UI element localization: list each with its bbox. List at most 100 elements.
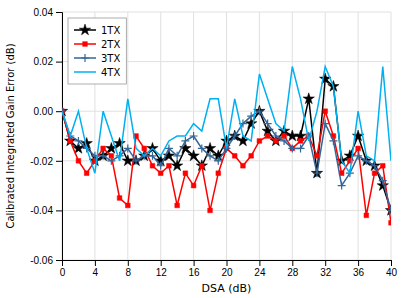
- y-axis-tick-label: 0.00: [34, 106, 54, 117]
- series-marker: [298, 139, 303, 144]
- series-marker: [175, 203, 180, 208]
- x-axis-tick-mark: [325, 260, 326, 266]
- series-marker: [107, 157, 115, 165]
- x-axis-tick-mark: [259, 260, 260, 266]
- x-axis-tick-label: 28: [287, 267, 299, 278]
- x-axis-tick: 16: [189, 260, 201, 278]
- plot-area: 0481216202428323640-0.06-0.04-0.020.000.…: [5, 7, 397, 295]
- series-line: [62, 111, 391, 223]
- x-axis-tick-label: 32: [320, 267, 332, 278]
- x-axis-tick-label: 36: [353, 267, 365, 278]
- x-axis-tick-mark: [95, 260, 96, 266]
- x-axis-tick-label: 16: [189, 267, 201, 278]
- x-axis-tick: 40: [386, 260, 398, 278]
- x-axis-tick-label: 8: [126, 267, 132, 278]
- y-axis-tick-mark: [56, 12, 62, 13]
- series-marker: [157, 162, 165, 170]
- series-marker: [313, 169, 321, 177]
- x-axis-tick-mark: [292, 260, 293, 266]
- series-marker: [272, 132, 280, 140]
- x-axis-tick-mark: [358, 260, 359, 266]
- grid-line-y: [62, 210, 391, 211]
- series-marker: [148, 152, 156, 160]
- series-marker: [214, 157, 222, 165]
- y-axis-tick: 0.02: [34, 56, 62, 67]
- y-axis-tick-mark: [56, 62, 62, 63]
- series-marker: [356, 146, 361, 151]
- series-marker: [183, 171, 188, 176]
- series-marker: [249, 153, 254, 158]
- series-marker: [338, 182, 346, 190]
- y-axis-tick-label: 0.04: [34, 7, 54, 18]
- series-marker: [142, 146, 147, 151]
- series-marker: [158, 171, 163, 176]
- x-axis-tick-mark: [194, 260, 195, 266]
- x-axis-tick-label: 20: [221, 267, 233, 278]
- series-marker: [264, 120, 272, 128]
- y-axis-tick-mark: [56, 111, 62, 112]
- legend-label: 3TX: [101, 53, 120, 64]
- series-marker: [150, 163, 155, 168]
- y-axis-tick: 0.00: [34, 106, 62, 117]
- legend-item: 3TX: [74, 53, 120, 64]
- series-marker: [321, 120, 329, 128]
- series-marker: [354, 152, 362, 160]
- series-marker: [124, 144, 132, 152]
- series-marker: [101, 146, 106, 151]
- grid-line-y: [62, 12, 391, 13]
- series-marker: [117, 196, 122, 201]
- legend-label: 2TX: [101, 39, 120, 50]
- series-marker: [389, 220, 391, 225]
- series-marker: [232, 153, 237, 158]
- series-group: [62, 67, 391, 226]
- y-axis-tick: -0.02: [30, 156, 62, 167]
- x-axis-tick: 20: [221, 260, 233, 278]
- y-axis-tick-mark: [56, 210, 62, 211]
- grid-line-x: [160, 12, 161, 260]
- y-axis-tick: -0.04: [30, 205, 62, 216]
- x-axis-tick-label: 24: [254, 267, 266, 278]
- y-axis-tick: 0.04: [34, 7, 62, 18]
- series-marker: [198, 144, 206, 152]
- series-marker: [181, 137, 189, 145]
- y-axis: -0.06 -0.04 -0.02 0.00 0.02 0.04: [30, 7, 62, 266]
- x-axis-tick: 8: [126, 260, 132, 278]
- x-axis-line: [63, 261, 392, 267]
- series-marker: [372, 171, 377, 176]
- series-marker: [173, 152, 181, 160]
- series-marker: [191, 183, 196, 188]
- series-marker: [280, 137, 288, 145]
- series-marker: [323, 109, 328, 114]
- legend-swatch-marker: [83, 42, 88, 47]
- series-marker: [84, 171, 89, 176]
- series-marker: [99, 152, 107, 160]
- legend: 1TX 2TX 3TX 4TX: [68, 18, 126, 84]
- grid-line-y: [62, 111, 391, 112]
- series-marker: [74, 137, 82, 145]
- series-marker: [216, 171, 221, 176]
- x-axis-tick: 24: [254, 260, 266, 278]
- grid-line-x: [325, 12, 326, 260]
- y-axis-tick-label: -0.02: [30, 156, 53, 167]
- y-axis-tick-label: 0.02: [34, 56, 54, 67]
- x-axis-tick: 28: [287, 260, 299, 278]
- legend-label: 4TX: [101, 67, 120, 78]
- grid-line-x: [259, 12, 260, 260]
- y-axis-tick: -0.06: [30, 255, 62, 266]
- x-axis: 0481216202428323640: [60, 260, 398, 278]
- legend-box: [68, 18, 126, 84]
- series-marker: [265, 134, 270, 139]
- legend-item: 4TX: [74, 67, 120, 78]
- x-axis-tick-label: 40: [386, 267, 398, 278]
- series-marker: [371, 162, 379, 170]
- series-marker: [329, 137, 337, 145]
- series-marker: [125, 203, 130, 208]
- series-marker: [387, 206, 391, 214]
- legend-label: 1TX: [101, 25, 120, 36]
- chart: 0481216202428323640-0.06-0.04-0.020.000.…: [0, 0, 407, 298]
- series-marker: [315, 153, 320, 158]
- series-marker: [171, 160, 182, 171]
- x-axis-tick-mark: [161, 260, 162, 266]
- series-marker: [303, 93, 314, 104]
- x-axis-tick-label: 0: [60, 267, 66, 278]
